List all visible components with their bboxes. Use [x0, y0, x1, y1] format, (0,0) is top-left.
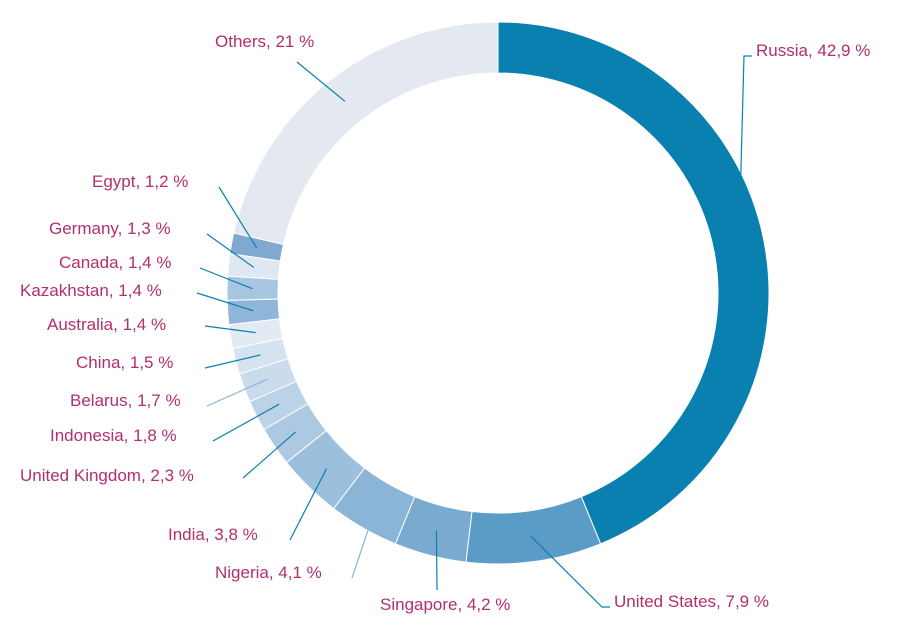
leader-line	[351, 505, 377, 579]
leader-line	[435, 530, 438, 591]
slice-united-states	[465, 495, 602, 565]
slice-label-kazakhstan: Kazakhstan, 1,4 %	[20, 281, 162, 300]
donut-slices	[226, 21, 770, 565]
leader-line	[296, 61, 346, 102]
slice-label-others: Others, 21 %	[215, 32, 314, 51]
slice-labels: Russia, 42,9 % United States, 7,9 % Singap…	[20, 32, 870, 614]
slice-canada	[226, 275, 279, 301]
slice-label-belarus: Belarus, 1,7 %	[70, 391, 181, 410]
slice-label-indonesia: Indonesia, 1,8 %	[50, 426, 177, 445]
leader-line	[199, 267, 253, 290]
leader-line	[206, 233, 255, 268]
slice-label-united-kingdom: United Kingdom, 2,3 %	[20, 466, 194, 485]
leader-line	[242, 431, 297, 479]
slice-label-singapore: Singapore, 4,2 %	[380, 595, 510, 614]
leader-line	[212, 403, 280, 442]
slice-label-china: China, 1,5 %	[76, 353, 173, 372]
slice-russia	[497, 21, 770, 545]
slice-label-australia: Australia, 1,4 %	[47, 315, 166, 334]
slice-label-germany: Germany, 1,3 %	[49, 219, 171, 238]
leader-line	[738, 55, 752, 246]
slice-label-united-states: United States, 7,9 %	[614, 592, 769, 611]
slice-label-india: India, 3,8 %	[168, 525, 258, 544]
slice-label-russia: Russia, 42,9 %	[756, 41, 870, 60]
slice-label-nigeria: Nigeria, 4,1 %	[215, 563, 322, 582]
slice-label-canada: Canada, 1,4 %	[59, 253, 171, 272]
leader-line	[206, 378, 269, 407]
leader-line	[196, 292, 254, 312]
leader-line	[204, 325, 256, 334]
leader-line	[289, 468, 328, 541]
leader-line	[530, 535, 610, 608]
slice-label-egypt: Egypt, 1,2 %	[92, 172, 188, 191]
slice-others	[233, 21, 499, 245]
leader-line	[204, 354, 261, 369]
leader-line	[218, 186, 258, 249]
leader-lines	[196, 55, 752, 608]
